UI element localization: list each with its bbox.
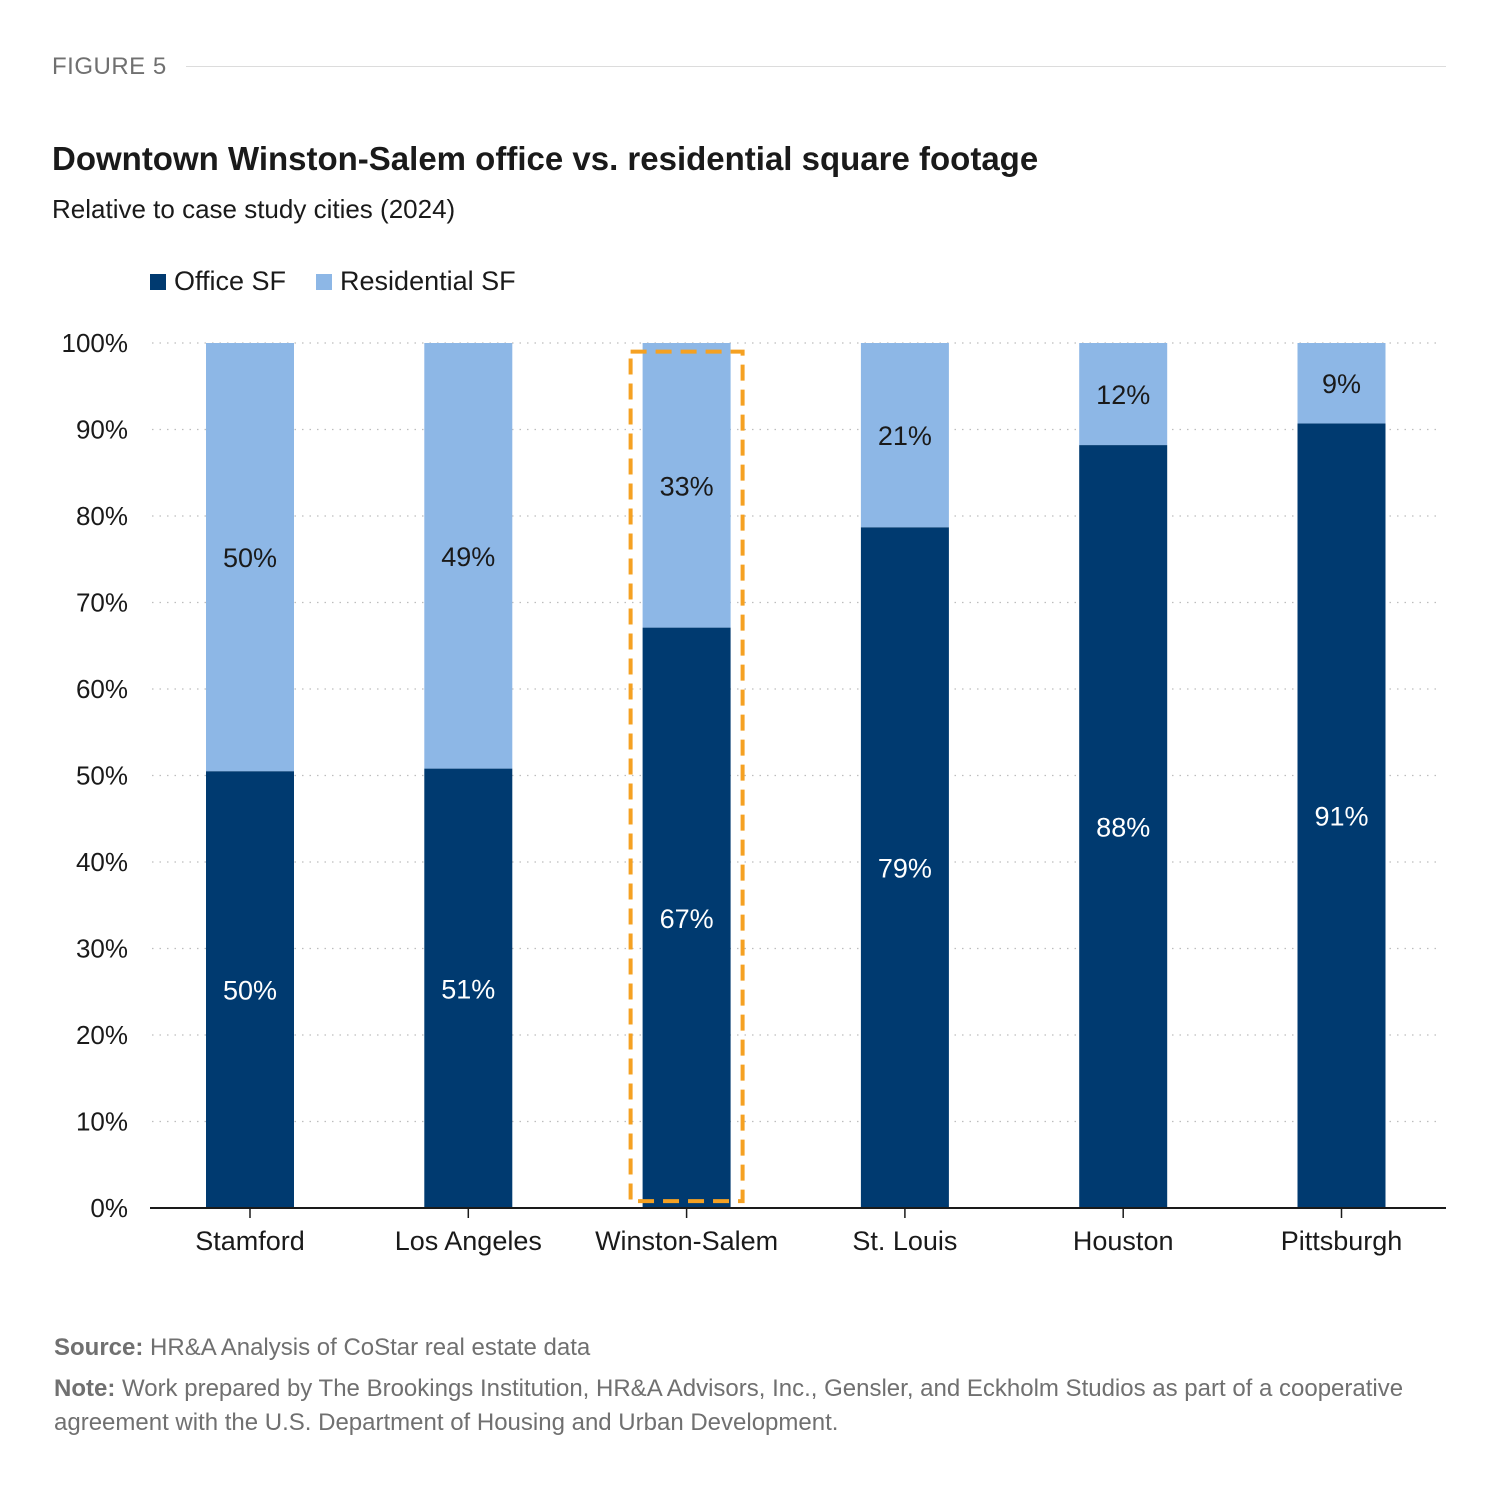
figure-label: FIGURE 5 <box>52 53 167 80</box>
y-tick-label: 10% <box>76 1107 128 1137</box>
data-label: 91% <box>1314 802 1368 832</box>
legend-item-office: Office SF <box>150 266 286 297</box>
data-label: 21% <box>878 421 932 451</box>
data-label: 33% <box>660 471 714 501</box>
bar-residential <box>642 343 731 628</box>
y-tick-label: 100% <box>62 328 129 358</box>
y-tick-label: 60% <box>76 674 128 704</box>
legend-item-residential: Residential SF <box>316 266 516 297</box>
chart-subtitle: Relative to case study cities (2024) <box>52 194 456 224</box>
note-label: Note: <box>54 1375 116 1402</box>
y-tick-label: 80% <box>76 501 128 531</box>
legend-label-office: Office SF <box>174 266 287 296</box>
bar-residential <box>1297 343 1386 424</box>
x-tick-label: Stamford <box>195 1226 305 1256</box>
bar-office <box>424 768 513 1208</box>
data-label: 51% <box>441 974 495 1004</box>
x-tick-label: St. Louis <box>852 1226 957 1256</box>
source-text: HR&A Analysis of CoStar real estate data <box>143 1334 591 1361</box>
y-tick-label: 70% <box>76 588 128 618</box>
bar-residential <box>860 343 949 528</box>
data-label: 88% <box>1096 813 1150 843</box>
data-label: 50% <box>223 543 277 573</box>
bar-office <box>1297 423 1386 1208</box>
x-tick-label: Los Angeles <box>395 1226 542 1256</box>
data-label: 67% <box>660 904 714 934</box>
data-label: 12% <box>1096 380 1150 410</box>
y-tick-label: 90% <box>76 415 128 445</box>
x-tick-label: Houston <box>1073 1226 1174 1256</box>
data-label: 79% <box>878 854 932 884</box>
data-label: 49% <box>441 542 495 572</box>
y-tick-label: 40% <box>76 847 128 877</box>
legend-swatch-residential <box>316 273 333 290</box>
source-label: Source: <box>54 1334 144 1361</box>
x-tick-label: Winston-Salem <box>595 1226 778 1256</box>
y-tick-label: 50% <box>76 761 128 791</box>
bar-office <box>860 527 949 1208</box>
legend-label-residential: Residential SF <box>340 266 516 296</box>
bar-office <box>1079 445 1168 1208</box>
x-tick-label: Pittsburgh <box>1281 1226 1403 1256</box>
data-label: 50% <box>223 976 277 1006</box>
note-line: Note: Work prepared by The Brookings Ins… <box>54 1372 1454 1440</box>
note-text: Work prepared by The Brookings Instituti… <box>54 1375 1404 1436</box>
y-tick-label: 20% <box>76 1020 128 1050</box>
chart-title: Downtown Winston-Salem office vs. reside… <box>52 140 1039 177</box>
legend-swatch-office <box>150 273 166 290</box>
figure-rule <box>186 66 1446 67</box>
bar-office <box>642 627 731 1208</box>
bar-residential <box>206 343 294 772</box>
bar-residential <box>424 343 513 769</box>
legend: Office SF Residential SF <box>150 266 546 297</box>
data-label: 9% <box>1322 369 1361 399</box>
bar-office <box>206 771 294 1208</box>
y-tick-label: 30% <box>76 934 128 964</box>
highlight-box <box>628 349 745 1204</box>
bar-residential <box>1079 343 1168 446</box>
y-tick-label: 0% <box>90 1193 128 1223</box>
source-line: Source: HR&A Analysis of CoStar real est… <box>54 1334 590 1362</box>
